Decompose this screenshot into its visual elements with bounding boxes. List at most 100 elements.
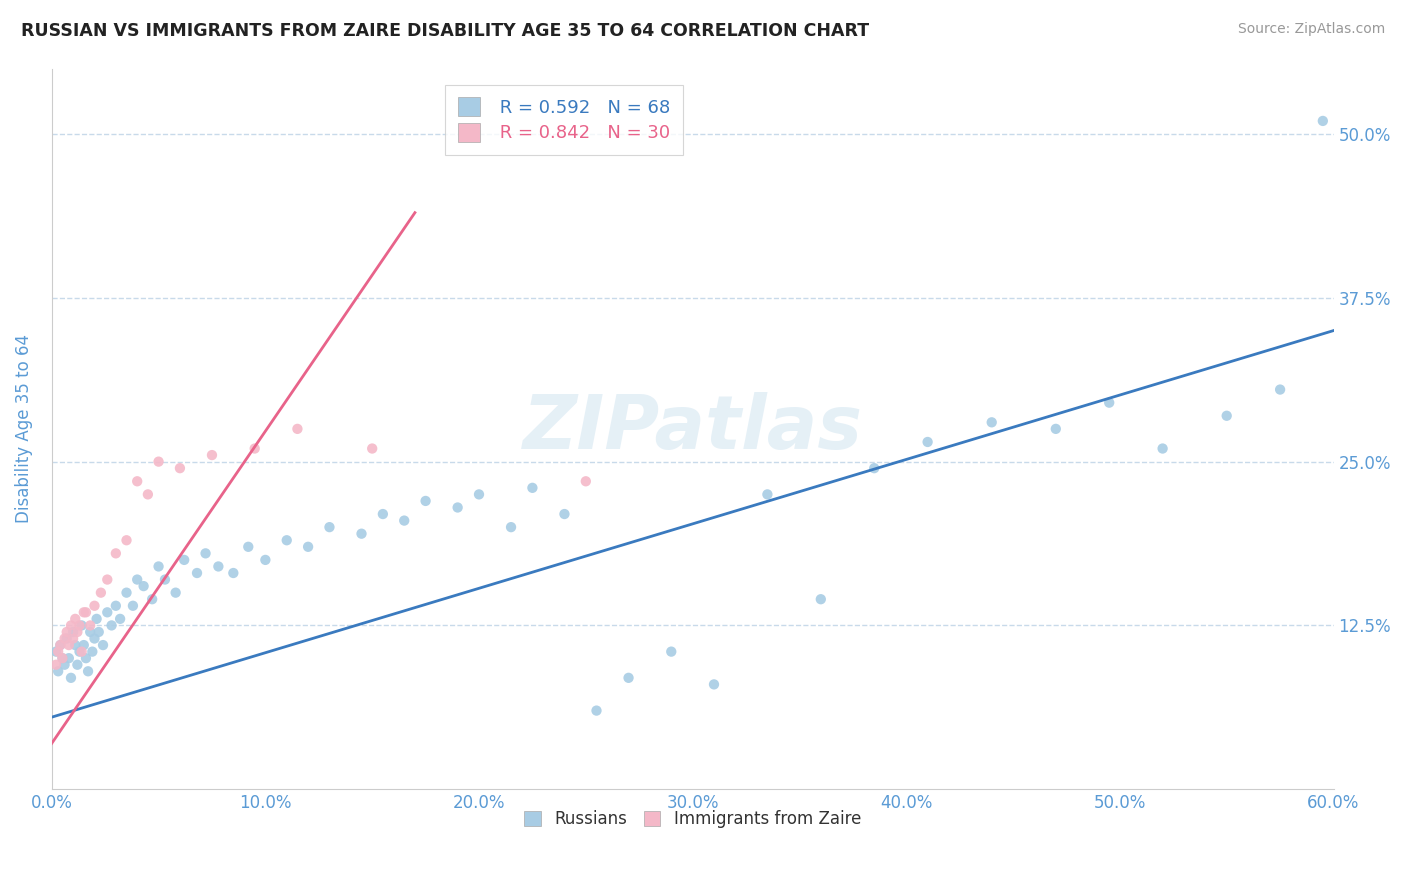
Point [115,533,138,548]
Point [49,638,72,652]
Point [287,422,309,436]
Y-axis label: Disability Age 35 to 64: Disability Age 35 to 64 [15,334,32,524]
Point [62,632,84,646]
Point [45,657,67,672]
Point [69,618,91,632]
Point [104,599,127,613]
Point [173,553,195,567]
Point [59,618,82,632]
Point [863,461,886,475]
Point [132,579,155,593]
Point [83,599,105,613]
Point [87,624,110,639]
Point [201,448,224,462]
Point [148,455,170,469]
Point [148,559,170,574]
Point [53,632,76,646]
Point [238,540,260,554]
Point [127,475,149,489]
Point [51,651,73,665]
Text: Source: ZipAtlas.com: Source: ZipAtlas.com [1237,22,1385,37]
Point [96,605,118,619]
Point [58,638,80,652]
Point [75,651,97,665]
Point [499,520,522,534]
Point [1045,422,1067,436]
Point [169,461,191,475]
Point [45,645,67,659]
Point [104,546,127,560]
Point [553,507,575,521]
Text: RUSSIAN VS IMMIGRANTS FROM ZAIRE DISABILITY AGE 35 TO 64 CORRELATION CHART: RUSSIAN VS IMMIGRANTS FROM ZAIRE DISABIL… [21,22,869,40]
Point [77,665,100,679]
Point [415,494,437,508]
Point [756,487,779,501]
Point [222,566,245,580]
Point [59,671,82,685]
Text: ZIPatlas: ZIPatlas [523,392,863,466]
Point [82,645,104,659]
Point [243,442,266,456]
Point [136,487,159,501]
Point [53,657,76,672]
Point [659,645,682,659]
Point [575,475,598,489]
Point [70,618,93,632]
Point [73,605,96,619]
Point [73,638,96,652]
Point [65,638,87,652]
Point [207,559,229,574]
Point [55,632,77,646]
Point [810,592,832,607]
Point [361,442,384,456]
Point [468,487,491,501]
Point [65,612,87,626]
Point [62,624,84,639]
Point [522,481,544,495]
Point [141,592,163,607]
Point [70,645,93,659]
Point [79,624,101,639]
Point [703,677,725,691]
Point [49,638,72,652]
Point [153,573,176,587]
Point [115,585,138,599]
Point [91,638,114,652]
Point [617,671,640,685]
Point [55,624,77,639]
Point [446,500,468,515]
Point [96,573,118,587]
Point [394,514,416,528]
Point [100,618,122,632]
Point [86,612,108,626]
Point [318,520,340,534]
Point [79,618,101,632]
Point [51,651,73,665]
Point [83,632,105,646]
Point [276,533,298,548]
Point [58,651,80,665]
Point [90,585,112,599]
Point [350,526,373,541]
Point [585,704,607,718]
Point [186,566,208,580]
Legend: Russians, Immigrants from Zaire: Russians, Immigrants from Zaire [517,804,868,835]
Point [1152,442,1174,456]
Point [122,599,145,613]
Point [46,665,69,679]
Point [194,546,217,560]
Point [1268,383,1291,397]
Point [1098,395,1121,409]
Point [69,645,91,659]
Point [980,415,1002,429]
Point [165,585,187,599]
Point [254,553,277,567]
Point [297,540,319,554]
Point [46,645,69,659]
Point [75,605,97,619]
Point [127,573,149,587]
Point [917,434,939,449]
Point [1312,114,1334,128]
Point [1215,409,1237,423]
Point [371,507,394,521]
